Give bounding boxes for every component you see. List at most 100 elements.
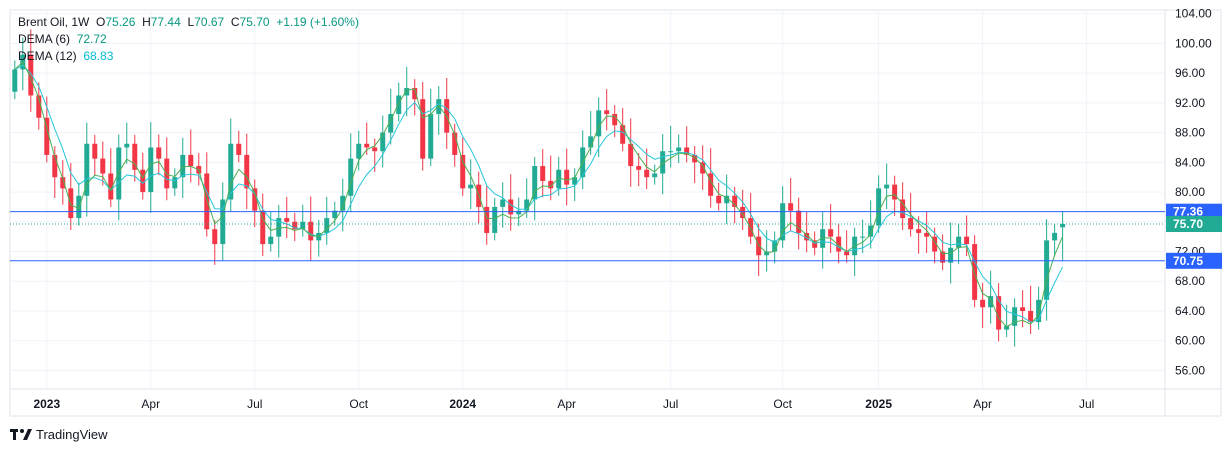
dema12-row: DEMA (12) 68.83	[18, 48, 359, 65]
candle-body-down	[204, 173, 210, 230]
level-price-label: 70.75	[1173, 254, 1203, 268]
candle-body-up	[876, 188, 882, 226]
candle-body-up	[860, 236, 866, 238]
candle-body-up	[76, 195, 82, 219]
candle-body-down	[108, 173, 114, 200]
last-price-label: 75.70	[1173, 217, 1203, 231]
candle-body-up	[356, 143, 362, 159]
candle-body-down	[364, 143, 370, 148]
candle-body-down	[716, 195, 722, 204]
candle-body-up	[524, 199, 530, 211]
dema12-line	[14, 64, 1064, 323]
candle-body-up	[956, 236, 962, 248]
candle-body-up	[340, 195, 346, 211]
candle-body-down	[44, 117, 50, 155]
candle-body-down	[916, 229, 922, 233]
dema6-value: 72.72	[76, 32, 107, 46]
candle-body-up	[948, 247, 954, 263]
candle-body-up	[324, 218, 330, 233]
candle-body-down	[260, 210, 266, 245]
candle-body-down	[892, 184, 898, 200]
y-tick-label: 84.00	[1175, 155, 1205, 169]
candle-body-down	[452, 132, 458, 155]
candle-body-down	[604, 110, 610, 115]
candle-body-down	[284, 218, 290, 222]
x-tick-label: 2025	[865, 397, 892, 411]
candle-body-down	[644, 169, 650, 178]
last-price-tag	[1166, 216, 1222, 233]
x-tick-label: Jul	[247, 397, 262, 411]
candle-body-up	[596, 110, 602, 137]
candle-body-down	[628, 143, 634, 167]
candle-body-down	[252, 188, 258, 211]
candle-body-down	[308, 221, 314, 241]
candle-body-up	[332, 210, 338, 219]
x-tick-label: 2024	[449, 397, 476, 411]
candle-body-up	[820, 229, 826, 248]
candle-body-up	[1044, 240, 1050, 300]
candle-body-down	[140, 169, 146, 193]
chart-frame	[9, 9, 1222, 417]
candle-body-up	[676, 147, 682, 152]
level-price-tag	[1166, 203, 1222, 220]
candle-body-down	[940, 251, 946, 263]
candle-body-up	[468, 184, 474, 189]
candle-body-up	[1004, 325, 1010, 330]
candle-body-down	[212, 229, 218, 245]
candle-body-up	[388, 114, 394, 133]
candle-body-up	[868, 225, 874, 237]
candle-body-up	[116, 147, 122, 200]
candle-body-down	[1028, 310, 1034, 323]
candle-body-down	[932, 236, 938, 252]
candle-body-up	[652, 173, 658, 178]
candle-body-up	[492, 206, 498, 233]
dema6-row: DEMA (6) 72.72	[18, 31, 359, 48]
candle-body-down	[684, 147, 690, 155]
open-value: 75.26	[105, 15, 136, 29]
candle-body-down	[132, 143, 138, 170]
candle-body-down	[636, 166, 642, 170]
candle-body-down	[844, 251, 850, 256]
y-tick-label: 60.00	[1175, 334, 1205, 348]
candle-body-up	[988, 296, 994, 308]
candle-body-down	[188, 154, 194, 167]
candle-body-down	[804, 232, 810, 241]
x-tick-label: Oct	[349, 397, 368, 411]
chart-legend: Brent Oil, 1W O75.26 H77.44 L70.67 C75.7…	[18, 14, 359, 65]
tradingview-brand[interactable]: TradingView	[10, 427, 108, 442]
candle-body-down	[692, 154, 698, 163]
y-tick-label: 64.00	[1175, 304, 1205, 318]
candle-body-down	[900, 199, 906, 219]
candle-body-down	[836, 236, 842, 252]
candle-body-down	[972, 244, 978, 300]
change-value: +1.19 (+1.60%)	[276, 15, 359, 29]
candle-body-down	[156, 147, 162, 159]
y-tick-label: 80.00	[1175, 185, 1205, 199]
candle-body-down	[548, 180, 554, 189]
low-value: 70.67	[194, 15, 225, 29]
candle-body-down	[412, 88, 418, 100]
x-tick-label: Jul	[663, 397, 678, 411]
candle-body-down	[508, 199, 514, 215]
candle-body-up	[12, 69, 18, 92]
candle-body-down	[92, 143, 98, 159]
candle-body-down	[828, 229, 834, 237]
candle-body-up	[1060, 224, 1066, 228]
high-value: 77.44	[150, 15, 181, 29]
candle-body-down	[620, 125, 626, 144]
candle-body-up	[588, 136, 594, 148]
candle-body-down	[964, 236, 970, 245]
candle-body-down	[52, 154, 58, 178]
candle-body-up	[124, 143, 130, 148]
candle-body-up	[172, 177, 178, 189]
close-value: 75.70	[239, 15, 270, 29]
candle-body-up	[1012, 307, 1018, 326]
candle-body-up	[516, 210, 522, 215]
candle-body-up	[348, 158, 354, 196]
candle-body-up	[228, 143, 234, 200]
dema12-label: DEMA (12)	[18, 49, 77, 63]
candle-body-up	[276, 218, 282, 237]
candle-body-down	[460, 154, 466, 189]
candle-body-down	[796, 210, 802, 233]
